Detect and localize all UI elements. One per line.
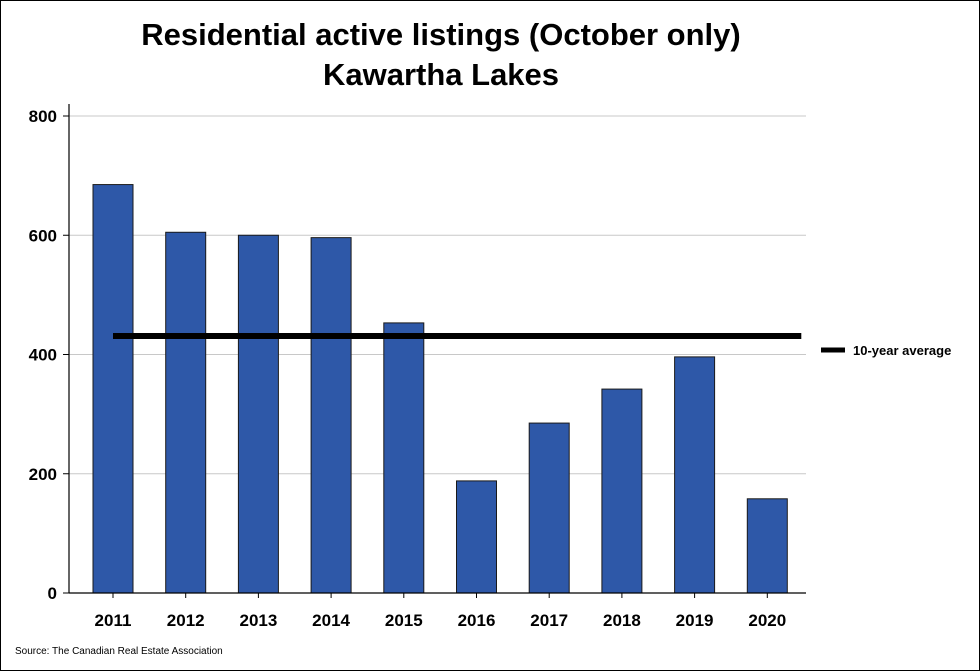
chart-subtitle: Kawartha Lakes <box>322 57 560 92</box>
x-tick-label: 2012 <box>167 611 205 630</box>
bar-2013 <box>237 234 279 594</box>
x-tick-label: 2013 <box>239 611 277 630</box>
bar-2015 <box>383 322 425 594</box>
bar-2011 <box>92 184 134 594</box>
legend-label: 10-year average <box>853 343 951 358</box>
bar-2012 <box>165 231 207 594</box>
bar-2018 <box>601 388 643 594</box>
x-tick-label: 2019 <box>676 611 714 630</box>
y-tick-label: 600 <box>29 226 57 245</box>
bars <box>92 184 788 594</box>
x-tick-label: 2011 <box>95 611 132 630</box>
bar-2016 <box>456 480 497 594</box>
y-tick-label: 400 <box>29 346 57 365</box>
x-tick-label: 2014 <box>312 611 350 630</box>
bar-2017 <box>528 422 570 594</box>
chart-title-block: Residential active listings (October onl… <box>1 15 881 95</box>
axes: 0 200 400 600 800 2011 2012 2013 2014 2015 2016 201… <box>29 104 806 630</box>
legend: 10-year average <box>821 343 951 358</box>
x-tick-label: 2020 <box>748 611 786 630</box>
bar-2014 <box>310 237 352 594</box>
x-tick-label: 2017 <box>530 611 568 630</box>
y-tick-label: 800 <box>29 107 57 126</box>
x-tick-label: 2016 <box>458 611 496 630</box>
bar-2020 <box>746 498 788 594</box>
bar-2019 <box>674 356 716 594</box>
chart-title: Residential active listings (October onl… <box>141 17 741 52</box>
source-note: Source: The Canadian Real Estate Associa… <box>15 646 223 657</box>
y-tick-label: 200 <box>29 465 57 484</box>
y-tick-label: 0 <box>48 584 57 603</box>
x-tick-label: 2018 <box>603 611 641 630</box>
x-tick-label: 2015 <box>385 611 423 630</box>
